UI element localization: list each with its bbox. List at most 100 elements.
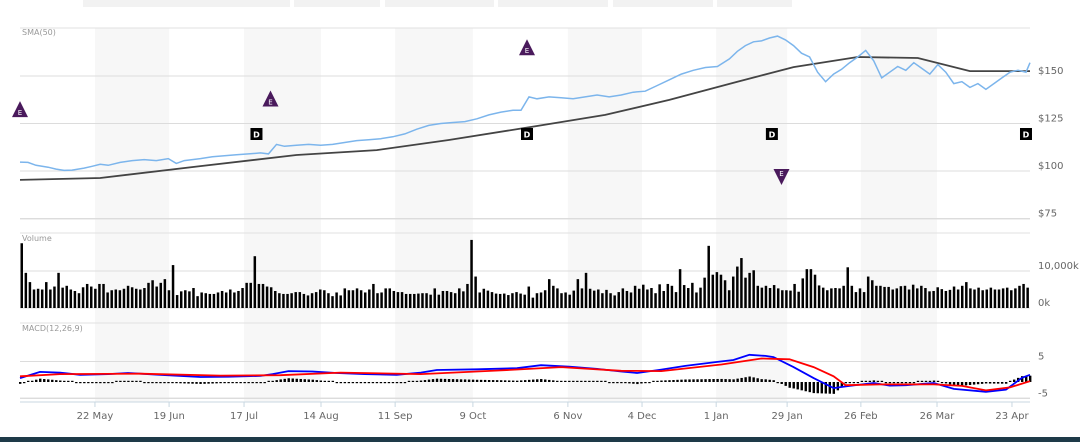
toolbar-button-1[interactable] xyxy=(83,0,290,7)
volume-bar xyxy=(94,288,97,308)
volume-bar xyxy=(359,290,363,308)
volume-bar xyxy=(204,293,207,308)
volume-bar xyxy=(723,280,727,308)
macd-histogram-bar xyxy=(467,379,471,382)
volume-bar xyxy=(736,266,739,308)
macd-histogram-bar xyxy=(920,380,924,382)
macd-histogram-bar xyxy=(319,380,322,382)
macd-histogram-bar xyxy=(31,380,34,382)
macd-axis-label: 5 xyxy=(1038,352,1044,363)
macd-histogram-bar xyxy=(207,382,210,384)
macd-histogram-bar xyxy=(127,380,130,382)
volume-bar xyxy=(838,288,841,308)
volume-bar xyxy=(147,282,150,308)
volume-bar xyxy=(437,294,441,308)
macd-histogram-bar xyxy=(872,380,876,382)
volume-bar xyxy=(793,283,796,308)
macd-histogram-bar xyxy=(55,380,58,382)
volume-bar xyxy=(633,285,637,308)
macd-histogram-bar xyxy=(620,382,623,384)
macd-histogram-bar xyxy=(383,382,387,384)
macd-histogram-bar xyxy=(151,382,154,384)
macd-histogram-bar xyxy=(720,378,723,382)
volume-bar xyxy=(597,289,600,308)
macd-histogram-bar xyxy=(688,379,691,382)
volume-bar xyxy=(355,288,359,308)
volume-bar xyxy=(368,289,371,308)
volume-bar xyxy=(212,293,216,308)
volume-bar xyxy=(220,290,224,308)
volume-bar xyxy=(646,289,649,308)
macd-histogram-bar xyxy=(988,382,992,384)
volume-bar xyxy=(621,288,625,308)
macd-histogram-bar xyxy=(219,382,222,384)
toolbar-button-5[interactable] xyxy=(613,0,713,7)
toolbar-button-6[interactable] xyxy=(717,0,792,7)
macd-histogram-bar xyxy=(399,382,403,384)
volume-bar xyxy=(731,276,735,308)
macd-histogram-bar xyxy=(339,382,343,384)
macd-histogram-bar xyxy=(163,382,166,384)
volume-bar xyxy=(850,285,854,308)
macd-histogram-bar xyxy=(299,378,302,382)
volume-bar xyxy=(229,289,232,308)
volume-bar xyxy=(695,292,698,308)
volume-bar xyxy=(973,289,976,308)
volume-bar xyxy=(605,289,608,308)
volume-bar xyxy=(470,239,473,308)
volume-bar xyxy=(826,290,829,308)
volume-bar xyxy=(98,283,101,308)
macd-histogram-bar xyxy=(115,380,118,382)
signal-line xyxy=(19,357,1031,392)
dividend-marker xyxy=(1019,128,1032,140)
macd-histogram-bar xyxy=(532,379,535,382)
volume-bar xyxy=(253,256,257,308)
macd-histogram-bar xyxy=(111,382,114,384)
volume-bar xyxy=(126,285,130,308)
volume-bar xyxy=(380,292,383,308)
macd-histogram-bar xyxy=(43,379,46,382)
volume-bar xyxy=(36,288,40,308)
volume-bar xyxy=(637,288,641,308)
macd-histogram-bar xyxy=(596,380,599,382)
earnings-marker xyxy=(519,39,536,56)
macd-histogram-bar xyxy=(556,380,559,382)
macd-histogram-bar xyxy=(844,382,848,384)
earnings-marker-label: E xyxy=(268,99,272,107)
volume-bar xyxy=(515,292,518,308)
volume-bar xyxy=(363,292,367,308)
macd-histogram-bar xyxy=(323,380,327,382)
macd-histogram-bar xyxy=(692,379,695,382)
toolbar-button-3[interactable] xyxy=(385,0,494,7)
macd-histogram-bar xyxy=(303,379,306,382)
volume-bar xyxy=(466,283,469,308)
macd-histogram-bar xyxy=(1000,382,1004,384)
x-axis-label: 29 Jan xyxy=(771,411,802,422)
volume-bar xyxy=(433,288,436,308)
volume-bar xyxy=(535,293,539,308)
volume-bar xyxy=(858,288,862,308)
toolbar-button-2[interactable] xyxy=(294,0,380,7)
volume-bar xyxy=(237,290,240,308)
macd-histogram-bar xyxy=(359,382,363,384)
volume-bar xyxy=(343,288,347,308)
volume-bar xyxy=(453,293,457,308)
volume-panel-label: Volume xyxy=(22,234,52,243)
macd-histogram-bar xyxy=(876,380,880,382)
macd-histogram-bar xyxy=(724,379,727,382)
toolbar-button-4[interactable] xyxy=(498,0,608,7)
volume-bar xyxy=(539,292,543,308)
volume-bar xyxy=(666,283,670,308)
volume-bar xyxy=(584,272,588,308)
macd-histogram-bar xyxy=(752,377,755,382)
macd-histogram-bar xyxy=(211,382,214,384)
volume-bar xyxy=(139,289,142,308)
volume-bar xyxy=(625,290,629,308)
macd-histogram-bar xyxy=(427,379,431,382)
volume-bar xyxy=(642,284,645,308)
volume-bar xyxy=(552,285,555,308)
macd-histogram-bar xyxy=(195,382,198,384)
volume-bar xyxy=(408,293,412,308)
macd-histogram-bar xyxy=(423,380,427,382)
volume-bar xyxy=(944,290,948,308)
